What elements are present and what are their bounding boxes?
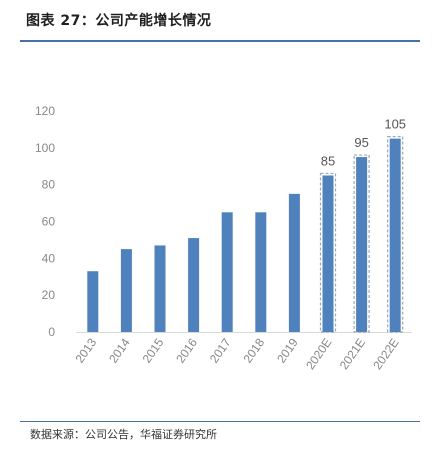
y-tick-label: 80 <box>42 178 56 192</box>
y-tick-label: 100 <box>35 141 55 155</box>
data-label: 95 <box>354 135 368 150</box>
y-tick-label: 60 <box>42 215 56 229</box>
y-tick-label: 0 <box>48 325 55 339</box>
bar <box>255 212 267 332</box>
bar <box>87 271 99 332</box>
data-label: 105 <box>384 117 406 132</box>
x-tick-label: 2021E <box>337 336 368 372</box>
footer-rule <box>20 421 420 422</box>
bar <box>221 212 233 332</box>
title-rule <box>20 40 420 42</box>
bar <box>288 193 300 332</box>
x-tick-label: 2017 <box>207 335 234 365</box>
bar <box>154 245 166 332</box>
x-tick-label: 2018 <box>240 335 267 365</box>
source-note: 数据来源：公司公告，华福证券研究所 <box>30 428 217 441</box>
x-tick-label: 2019 <box>274 335 301 365</box>
x-tick-label: 2015 <box>140 335 167 365</box>
x-tick-label: 2014 <box>106 335 133 365</box>
data-label: 85 <box>321 153 335 168</box>
figure-title: 图表 27：公司产能增长情况 <box>26 13 212 29</box>
bar <box>120 249 132 332</box>
x-tick-label: 2013 <box>72 335 99 365</box>
bar <box>389 138 401 332</box>
forecast-bar-outline <box>353 154 370 333</box>
bar <box>188 238 200 332</box>
bar <box>322 175 334 332</box>
y-tick-label: 40 <box>42 251 56 265</box>
x-tick-label: 2022E <box>370 336 401 372</box>
y-tick-label: 120 <box>35 104 55 118</box>
bar <box>356 157 368 332</box>
chart-area: 0 20 40 60 80 100 120 2013 2014 2015 2016 2017 2018 2… <box>20 42 420 421</box>
x-tick-label: 2016 <box>173 335 200 365</box>
y-tick-label: 20 <box>42 288 56 302</box>
x-tick-label: 2020E <box>303 336 334 372</box>
